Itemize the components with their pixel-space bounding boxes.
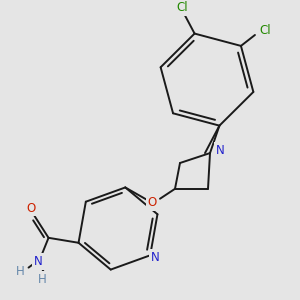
Text: Cl: Cl (177, 1, 188, 14)
Text: H: H (38, 273, 47, 286)
Text: N: N (151, 251, 160, 264)
Text: O: O (26, 202, 35, 214)
Text: O: O (147, 196, 157, 209)
Text: Cl: Cl (259, 23, 271, 37)
Text: N: N (34, 255, 43, 268)
Text: H: H (16, 265, 25, 278)
Text: N: N (216, 144, 224, 157)
